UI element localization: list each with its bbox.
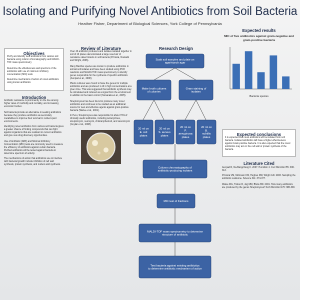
flow-node	[138, 223, 212, 243]
flow-node	[133, 119, 154, 145]
reference: D'Costa VM, McGrann KM, Hughes DW, Wrigh…	[222, 175, 296, 181]
heading: Expected conclusions	[236, 131, 282, 137]
flow-node-label: Test bacteria against existing antibioti…	[148, 263, 202, 270]
objective: Determine mechanism of action of novel a…	[7, 79, 59, 85]
flow-node-label: Gram staining of isolates	[186, 86, 207, 93]
objective: Purify and identify new antibiotics from…	[7, 56, 60, 65]
poster: Isolating and Purifying Novel Antibiotic…	[0, 0, 300, 300]
heading: Research Design	[159, 46, 193, 51]
flow-node-label: 20 ml on E. coli plates	[138, 127, 149, 138]
chart-title: MIC of five antibiotics against gram-neg…	[224, 34, 294, 43]
literature-column: Review of Literature Over 43 antibiotic …	[70, 46, 132, 166]
objective: Determine the effectiveness and spectrum…	[7, 67, 57, 76]
flow-node	[138, 255, 212, 279]
paragraph: Use of Antibiotic (ABX) and Minimal Inhi…	[4, 140, 63, 155]
arrow	[153, 99, 165, 121]
paragraph: The mechanisms of action that antibiotic…	[4, 158, 63, 166]
bar	[257, 72, 265, 90]
flow-node-label: Soak soil samples and plate on agar/starc…	[156, 57, 195, 64]
bar	[282, 76, 290, 90]
flow-node	[156, 193, 196, 209]
chart	[229, 47, 292, 90]
heading: Literature Cited	[243, 161, 275, 167]
arrow	[142, 99, 155, 121]
paragraph: Soil bacteria provide an alternative in …	[4, 111, 62, 123]
arrow	[174, 67, 197, 81]
reference: Watve MG, Tickoo R, Jog MM, Bhole BD. 20…	[222, 183, 296, 189]
right-column: Expected results MIC of five antibiotics…	[222, 28, 296, 192]
conclusions-box: Expected conclusions It is expected that…	[222, 128, 296, 158]
research-design-flowchart: Research Design Soak soil samples and pl…	[133, 46, 217, 279]
flow-node	[136, 79, 172, 101]
x-axis-label: Bacteria species	[249, 95, 269, 99]
authors: Heather Fisher, Department of Biological…	[78, 21, 222, 26]
flow-node-label: 20 ml on B. subtilis plates	[201, 125, 212, 139]
arrow	[184, 99, 197, 121]
reference: Aunpad R, Na-Bangchang K. 2007. Pumilici…	[222, 166, 295, 172]
poster-title: Isolating and Purifying Novel Antibiotic…	[2, 6, 298, 18]
petri-dish-photo	[81, 129, 121, 164]
paragraph: Many Bacillus species are known to produ…	[70, 65, 129, 80]
arrow	[153, 67, 176, 81]
heading: Review of Literature	[80, 46, 122, 51]
flow-node-label: 20 ml on S. aureus plates	[159, 127, 172, 138]
left-column: Objectives Purify and identify new antib…	[4, 48, 64, 169]
flow-node-label: MIC test of fractions	[164, 199, 189, 203]
paragraph: Antibiotic resistance is prominently on …	[4, 100, 59, 109]
heading: Objectives	[23, 51, 45, 56]
flow-node	[178, 79, 214, 101]
flow-node-label: Column chromatography of antibiotic-produ…	[158, 165, 193, 172]
flow-node-label: Make broth cultures of colonies	[142, 86, 167, 93]
flow-node	[175, 119, 196, 145]
bar	[244, 51, 253, 90]
paragraph: In Peru, Streptomyces was responsible fo…	[70, 115, 131, 127]
arrow	[195, 99, 207, 121]
flow-node	[145, 53, 205, 69]
flow-node-label: 20 ml on P. aeruginosa plates	[179, 125, 193, 139]
flow-node	[196, 119, 217, 145]
paragraph: Streptomyces has been found to produce m…	[70, 100, 129, 112]
paragraph: Identifying novel antibiotics from vario…	[4, 126, 64, 138]
paragraph: It is expected that novel antibiotics wi…	[225, 137, 291, 151]
bar	[269, 55, 278, 90]
bar	[232, 64, 240, 90]
paragraph: Plants cultures were found to have the g…	[70, 83, 132, 98]
heading: Expected results	[242, 28, 276, 33]
flow-node	[154, 119, 175, 145]
heading: Introduction	[21, 94, 47, 100]
flow-node-label: MALDI-TOF mass spectrometry to determine…	[147, 229, 203, 236]
objectives-box: Objectives Purify and identify new antib…	[4, 48, 64, 91]
flow-node	[142, 159, 208, 179]
paragraph: Over 43 antibiotic producers and isolate…	[70, 51, 132, 63]
